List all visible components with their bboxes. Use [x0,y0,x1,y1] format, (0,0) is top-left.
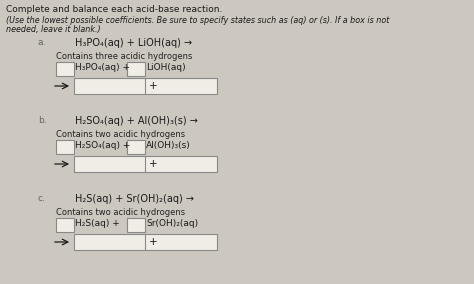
Text: H₂S(aq) + Sr(OH)₂(aq) →: H₂S(aq) + Sr(OH)₂(aq) → [75,194,194,204]
Text: Contains two acidic hydrogens: Contains two acidic hydrogens [56,208,185,217]
Text: Sr(OH)₂(aq): Sr(OH)₂(aq) [146,219,198,228]
Bar [127,218,145,232]
Text: Complete and balance each acid-base reaction.: Complete and balance each acid-base reac… [6,5,222,14]
Text: H₂S(aq) +: H₂S(aq) + [75,219,120,228]
Bar [56,218,74,232]
Text: b.: b. [38,116,46,125]
Text: c.: c. [38,194,46,203]
Text: H₂SO₄(aq) + Al(OH)₃(s) →: H₂SO₄(aq) + Al(OH)₃(s) → [75,116,198,126]
Bar [74,234,146,250]
Text: +: + [149,237,158,247]
Text: Al(OH)₃(s): Al(OH)₃(s) [146,141,191,150]
Text: H₃PO₄(aq) +: H₃PO₄(aq) + [75,63,130,72]
Text: +: + [149,159,158,169]
Text: (Use the lowest possible coefficients. Be sure to specify states such as (aq) or: (Use the lowest possible coefficients. B… [6,16,389,25]
Bar [145,234,217,250]
Text: LiOH(aq): LiOH(aq) [146,63,186,72]
Text: needed, leave it blank.): needed, leave it blank.) [6,25,100,34]
Bar [74,156,146,172]
Bar [56,62,74,76]
Bar [127,140,145,154]
Bar [56,140,74,154]
Text: Contains three acidic hydrogens: Contains three acidic hydrogens [56,52,192,61]
Bar [127,62,145,76]
Text: Contains two acidic hydrogens: Contains two acidic hydrogens [56,130,185,139]
Text: +: + [149,81,158,91]
Text: H₂SO₄(aq) +: H₂SO₄(aq) + [75,141,130,150]
Text: a.: a. [38,38,46,47]
Text: H₃PO₄(aq) + LiOH(aq) →: H₃PO₄(aq) + LiOH(aq) → [75,38,192,48]
Bar [145,78,217,94]
Bar [145,156,217,172]
Bar [74,78,146,94]
